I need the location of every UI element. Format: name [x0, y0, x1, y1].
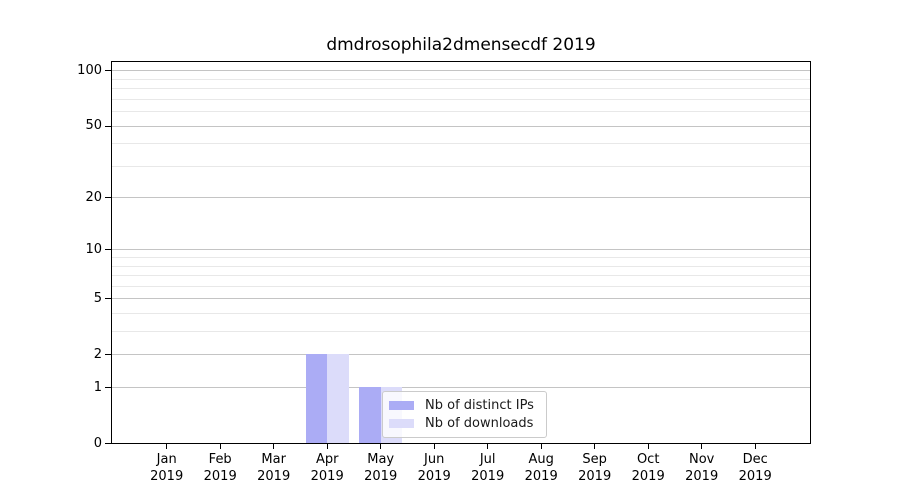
- x-tick-label: Sep 2019: [563, 452, 627, 485]
- gridline-major: [112, 298, 810, 300]
- gridline-minor: [112, 143, 810, 145]
- x-tick-label-month: Aug: [528, 452, 554, 467]
- gridline-major: [112, 354, 810, 356]
- x-tick: [380, 444, 382, 449]
- x-tick-label-year: 2019: [417, 468, 451, 484]
- x-tick-label-year: 2019: [364, 468, 398, 484]
- x-tick-label: Oct 2019: [616, 452, 680, 485]
- x-tick-label: Dec 2019: [723, 452, 787, 485]
- y-tick: [105, 354, 112, 356]
- y-tick: [105, 249, 112, 251]
- gridline-minor: [112, 78, 810, 80]
- x-tick-label: Mar 2019: [242, 452, 306, 485]
- x-tick: [273, 444, 275, 449]
- x-tick-label-month: Dec: [742, 452, 768, 467]
- x-tick-label: Nov 2019: [670, 452, 734, 485]
- x-tick-label-year: 2019: [257, 468, 291, 484]
- x-tick-label-year: 2019: [631, 468, 665, 484]
- x-tick: [701, 444, 703, 449]
- y-tick-label: 1: [93, 379, 102, 395]
- legend-item-distinct-ips: Nb of distinct IPs: [389, 398, 540, 413]
- y-tick-label: 50: [85, 118, 102, 134]
- x-tick-label: Jun 2019: [402, 452, 466, 485]
- gridline-minor: [112, 98, 810, 100]
- x-tick: [594, 444, 596, 449]
- x-tick: [433, 444, 435, 449]
- x-tick-label-year: 2019: [524, 468, 558, 484]
- legend-item-downloads: Nb of downloads: [389, 416, 540, 431]
- x-tick-label-month: Apr: [315, 452, 339, 467]
- gridline-minor: [112, 111, 810, 113]
- x-tick-label-month: Jun: [424, 452, 445, 467]
- legend-label-distinct-ips: Nb of distinct IPs: [425, 397, 534, 413]
- legend-swatch-downloads: [389, 419, 414, 429]
- x-tick-label-year: 2019: [471, 468, 505, 484]
- x-tick-label: May 2019: [349, 452, 413, 485]
- y-tick-label: 5: [93, 290, 102, 306]
- x-tick-label-year: 2019: [578, 468, 612, 484]
- x-tick: [647, 444, 649, 449]
- gridline-major: [112, 70, 810, 72]
- grid-layer: [112, 62, 810, 443]
- x-tick-label: Feb 2019: [188, 452, 252, 485]
- x-tick-label-year: 2019: [150, 468, 184, 484]
- x-tick-label-month: Feb: [208, 452, 232, 467]
- x-tick-label: Jan 2019: [135, 452, 199, 485]
- plot-area: [111, 61, 811, 444]
- bar-distinct-ips: [359, 387, 381, 443]
- gridline-minor: [112, 165, 810, 167]
- gridline-major: [112, 125, 810, 127]
- y-tick-label: 2: [93, 346, 102, 362]
- x-tick-label-month: Sep: [582, 452, 607, 467]
- y-tick-label: 100: [77, 62, 102, 78]
- x-tick-label: Apr 2019: [295, 452, 359, 485]
- gridline-minor: [112, 331, 810, 333]
- gridline-minor: [112, 285, 810, 287]
- y-tick-label: 20: [85, 189, 102, 205]
- legend-swatch-distinct-ips: [389, 400, 414, 410]
- y-tick: [105, 387, 112, 388]
- gridline-major: [112, 387, 810, 388]
- x-tick-label-year: 2019: [203, 468, 237, 484]
- gridline-minor: [112, 313, 810, 315]
- x-tick-label-month: Nov: [689, 452, 715, 467]
- x-tick-label-month: May: [367, 452, 395, 467]
- x-tick: [487, 444, 489, 449]
- x-tick-label-month: Oct: [636, 452, 660, 467]
- bar-downloads: [327, 354, 349, 443]
- y-tick: [105, 443, 112, 444]
- chart-title: dmdrosophila2dmensecdf 2019: [326, 35, 596, 55]
- y-tick: [105, 70, 112, 72]
- y-tick: [105, 125, 112, 127]
- x-tick-label-year: 2019: [685, 468, 719, 484]
- y-tick-label: 0: [93, 435, 102, 451]
- x-tick: [166, 444, 168, 449]
- bar-distinct-ips: [305, 354, 328, 443]
- gridline-minor: [112, 265, 810, 267]
- y-tick: [105, 197, 112, 199]
- x-tick-label-month: Jul: [479, 452, 496, 467]
- gridline-major: [112, 197, 810, 199]
- x-tick-label: Jul 2019: [456, 452, 520, 485]
- legend: Nb of distinct IPs Nb of downloads: [382, 391, 547, 438]
- x-tick: [326, 444, 328, 449]
- x-tick: [754, 444, 756, 449]
- gridline-minor: [112, 88, 810, 90]
- y-tick: [105, 298, 112, 300]
- legend-label-downloads: Nb of downloads: [425, 416, 534, 432]
- x-tick-label-year: 2019: [738, 468, 772, 484]
- x-tick: [540, 444, 542, 449]
- x-tick-label: Aug 2019: [509, 452, 573, 485]
- x-tick-label-month: Mar: [261, 452, 286, 467]
- x-tick: [219, 444, 221, 449]
- gridline-minor: [112, 257, 810, 259]
- y-tick-label: 10: [85, 241, 102, 257]
- gridline-major: [112, 249, 810, 251]
- bars-layer: [112, 62, 810, 443]
- x-tick-label-year: 2019: [310, 468, 344, 484]
- x-tick-label-month: Jan: [156, 452, 177, 467]
- gridline-minor: [112, 275, 810, 277]
